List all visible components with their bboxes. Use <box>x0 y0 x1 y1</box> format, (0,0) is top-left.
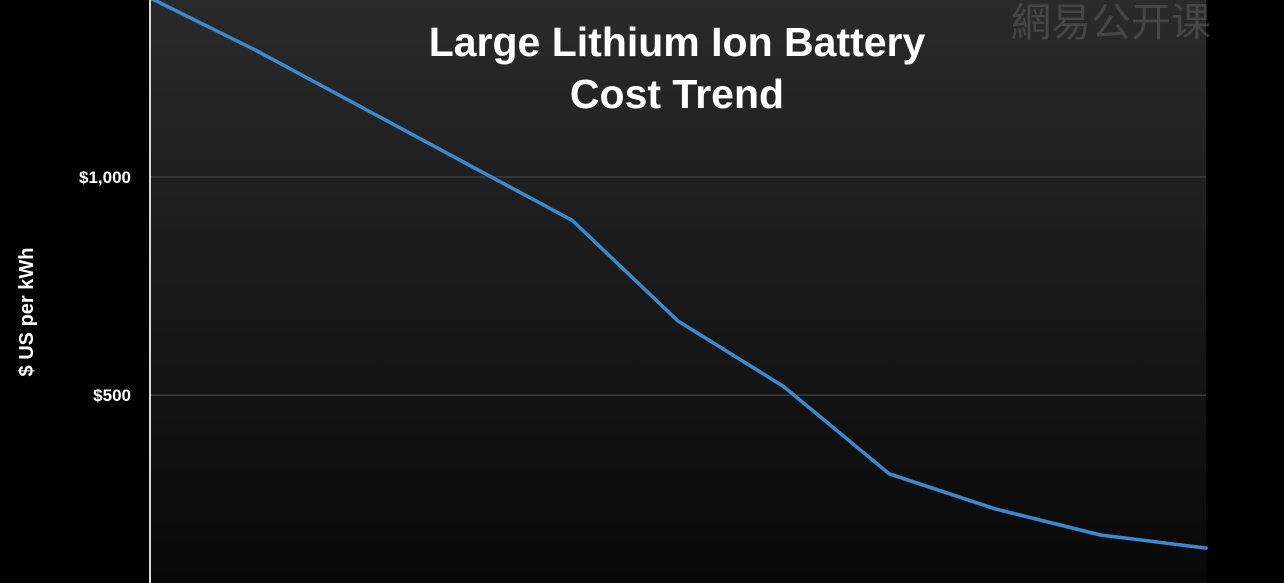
plot-area-background <box>150 0 1206 583</box>
y-tick-label-0: $1,000 <box>79 168 131 187</box>
chart-title-line-2: Cost Trend <box>570 71 784 117</box>
y-axis-label: $ US per kWh <box>16 248 38 377</box>
watermark-logo: 網易公开课 <box>1011 0 1211 46</box>
y-tick-label-1: $500 <box>93 386 131 405</box>
series-line-0 <box>150 0 1208 550</box>
gridlines <box>150 176 1206 396</box>
series-layer <box>150 0 1208 550</box>
chart-title-line-1: Large Lithium Ion Battery <box>429 19 926 65</box>
y-axis-ticks: $1,000 $500 <box>79 168 131 405</box>
